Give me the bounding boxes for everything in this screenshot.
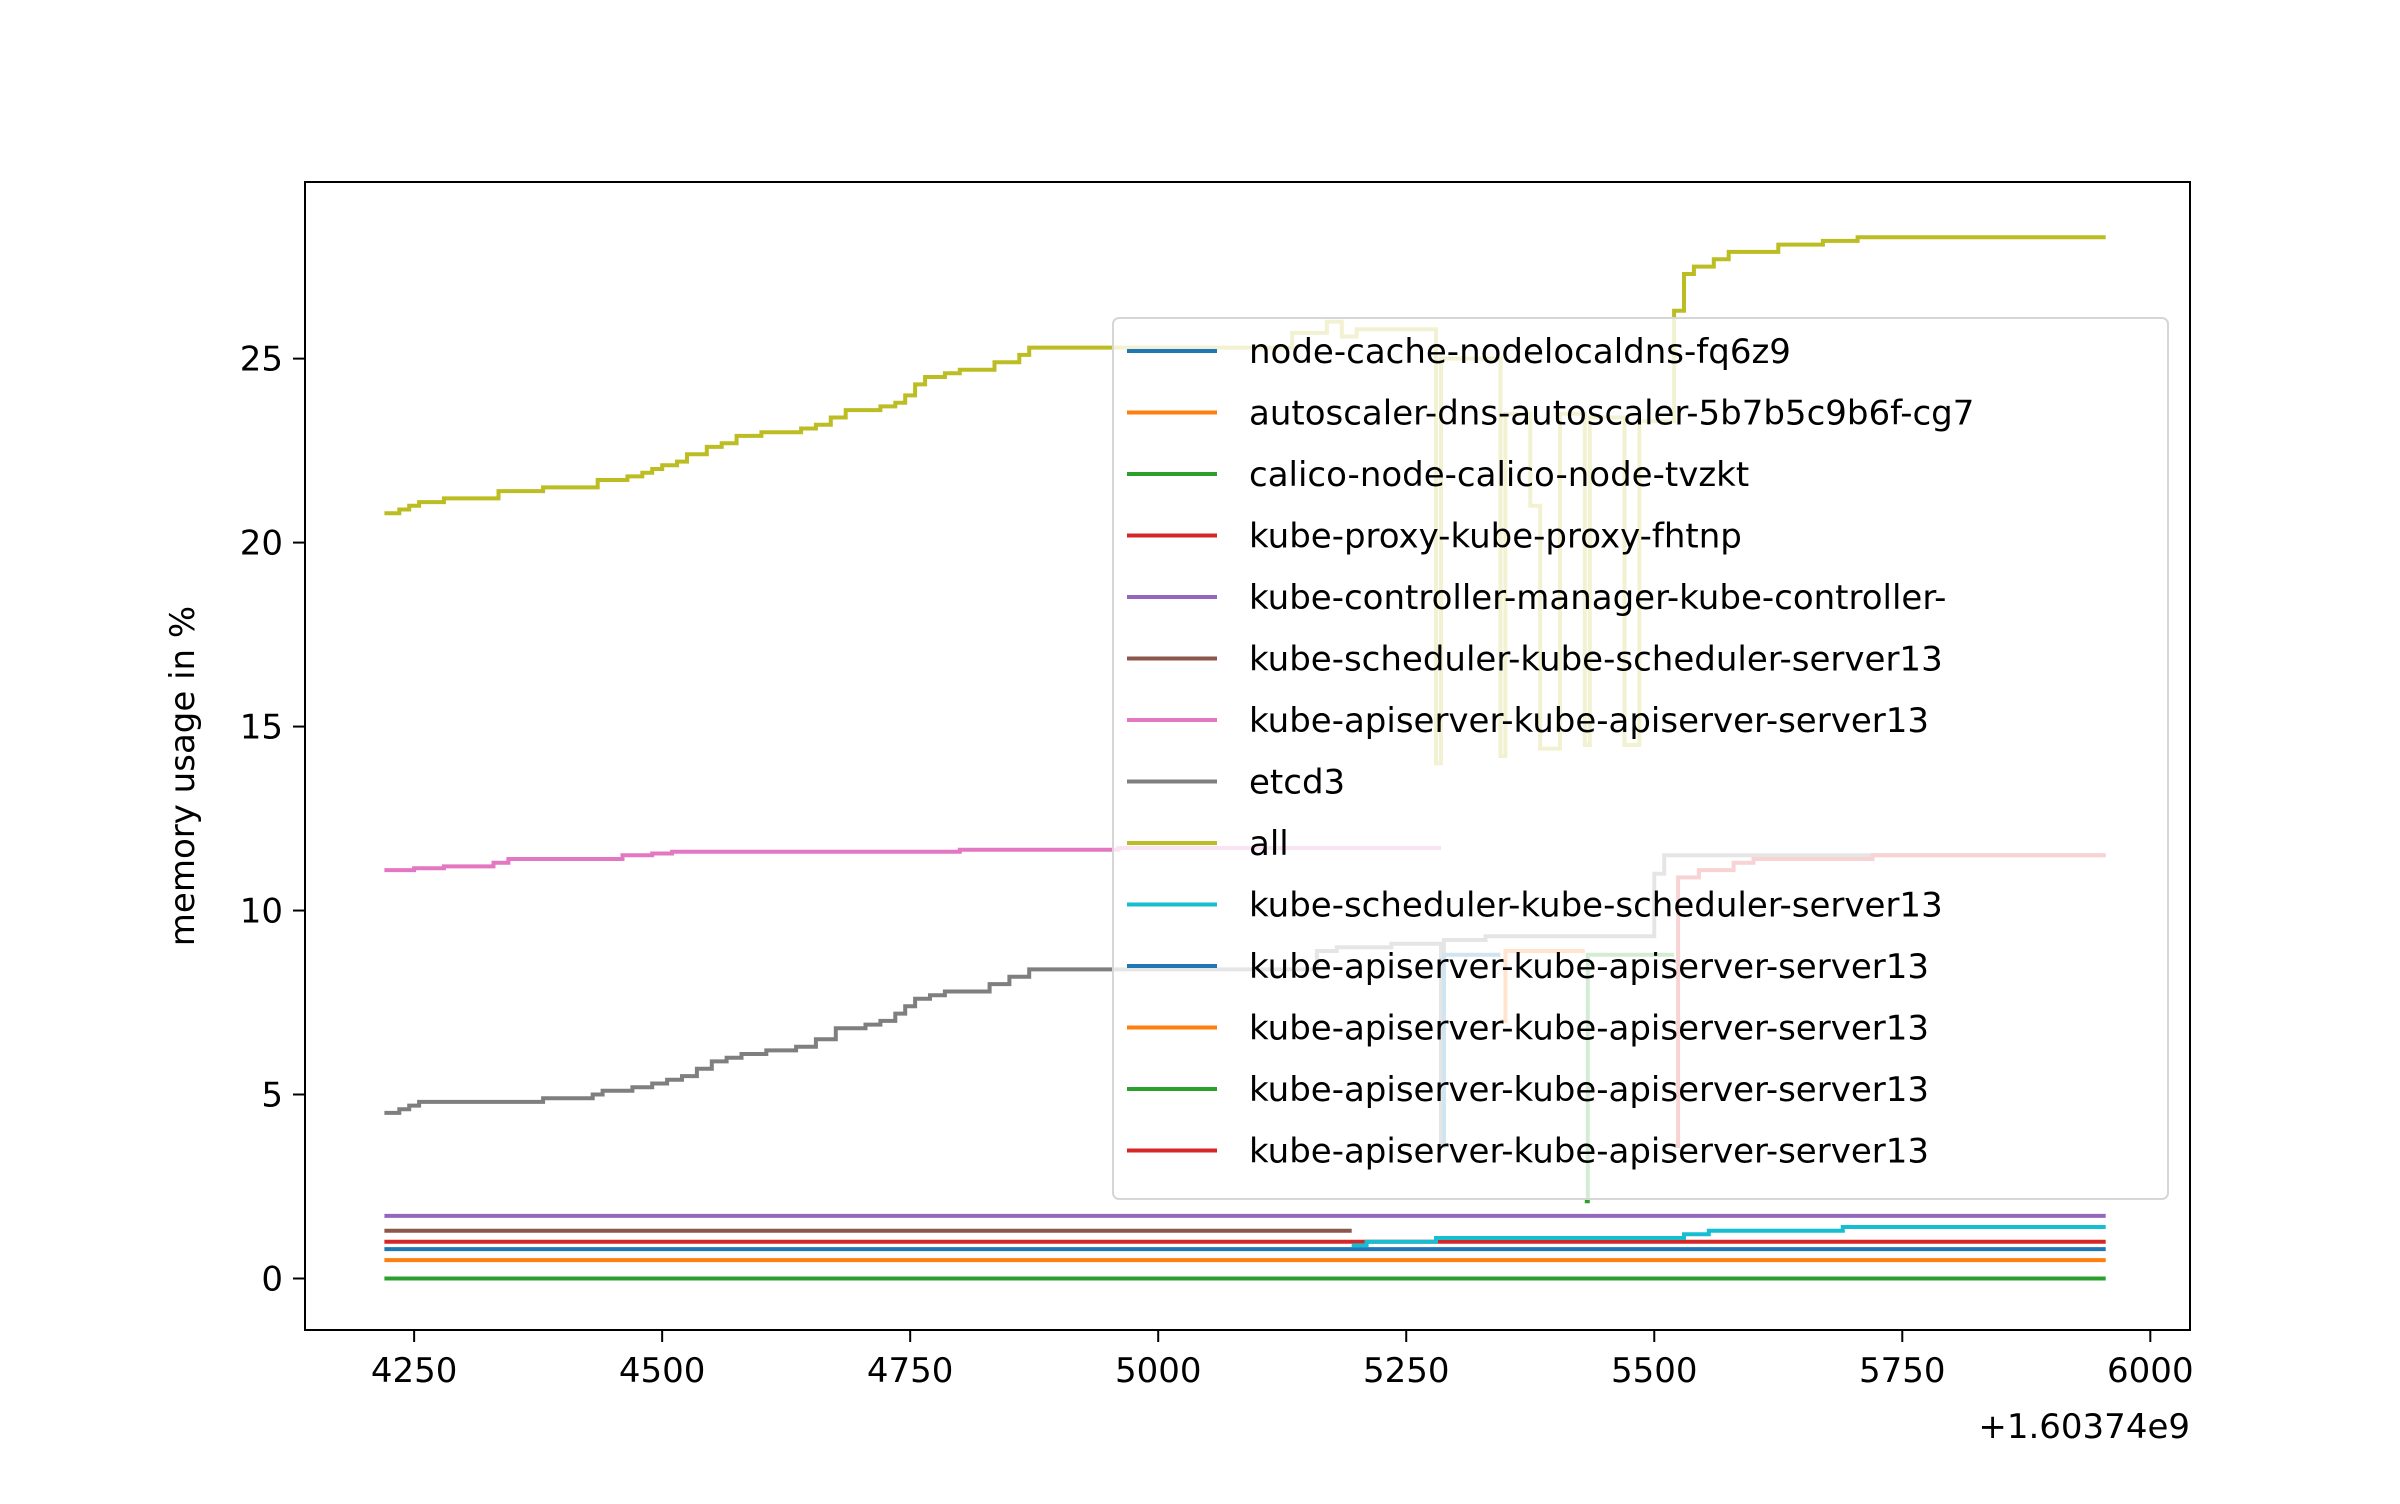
legend-label-8: all xyxy=(1249,824,1289,864)
legend-label-1: autoscaler-dns-autoscaler-5b7b5c9b6f-cg7 xyxy=(1249,394,1974,434)
y-tick-label: 5 xyxy=(261,1076,283,1116)
legend-label-6: kube-apiserver-kube-apiserver-server13 xyxy=(1249,701,1929,741)
y-tick-label: 25 xyxy=(240,340,283,380)
legend-label-2: calico-node-calico-node-tvzkt xyxy=(1249,455,1749,495)
x-tick-label: 5750 xyxy=(1859,1351,1946,1391)
legend-label-10: kube-apiserver-kube-apiserver-server13 xyxy=(1249,947,1929,987)
legend-label-3: kube-proxy-kube-proxy-fhtnp xyxy=(1249,517,1742,557)
y-tick-label: 0 xyxy=(261,1259,283,1299)
y-tick-label: 15 xyxy=(240,708,283,748)
x-tick-label: 5250 xyxy=(1363,1351,1450,1391)
series-line-9 xyxy=(1351,1225,2106,1248)
y-tick-label: 20 xyxy=(240,524,283,564)
x-tick-label: 5500 xyxy=(1611,1351,1698,1391)
legend-label-4: kube-controller-manager-kube-controller- xyxy=(1249,578,1946,618)
x-tick-label: 4250 xyxy=(371,1351,458,1391)
x-tick-label: 4500 xyxy=(619,1351,706,1391)
legend-label-11: kube-apiserver-kube-apiserver-server13 xyxy=(1249,1009,1929,1049)
legend: node-cache-nodelocaldns-fq6z9 autoscaler-… xyxy=(1112,317,2169,1200)
y-tick-label: 10 xyxy=(240,892,283,932)
plot-frame xyxy=(304,181,2191,1331)
legend-box xyxy=(1112,317,2169,1200)
axis-ticks: 4250 4500 4750 5000 5250 5500 5750 6000 0 5 10 15 20… xyxy=(240,340,2194,1391)
x-tick-label: 4750 xyxy=(867,1351,954,1391)
legend-label-7: etcd3 xyxy=(1249,763,1345,803)
legend-label-12: kube-apiserver-kube-apiserver-server13 xyxy=(1249,1070,1929,1110)
legend-label-5: kube-scheduler-kube-scheduler-server13 xyxy=(1249,640,1943,680)
x-tick-label: 6000 xyxy=(2107,1351,2194,1391)
y-axis-label: memory usage in % xyxy=(163,606,203,946)
legend-label-9: kube-scheduler-kube-scheduler-server13 xyxy=(1249,886,1943,926)
legend-label-0: node-cache-nodelocaldns-fq6z9 xyxy=(1249,332,1791,372)
x-axis-offset-label: +1.60374e9 xyxy=(1978,1407,2190,1447)
legend-label-13: kube-apiserver-kube-apiserver-server13 xyxy=(1249,1132,1929,1172)
x-tick-label: 5000 xyxy=(1115,1351,1202,1391)
series-line-6 xyxy=(384,846,1441,873)
